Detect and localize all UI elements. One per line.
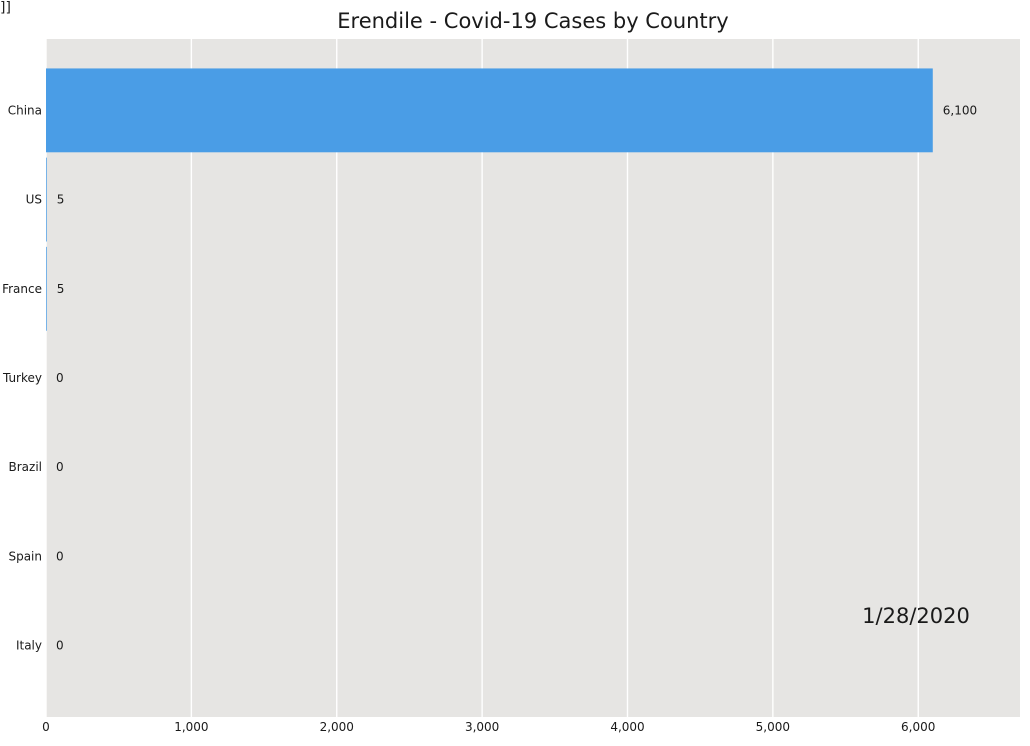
- x-tick-label-1: 1,000: [174, 720, 208, 734]
- x-tick-label-0: 0: [42, 720, 50, 734]
- value-label-italy: 0: [56, 639, 64, 653]
- x-axis-ticks: 0 1,000 2,000 3,000 4,000 5,000 6,000: [42, 720, 935, 734]
- x-tick-label-3: 3,000: [465, 720, 499, 734]
- x-tick-label-4: 4,000: [610, 720, 644, 734]
- category-label-china: China: [8, 103, 42, 117]
- value-label-turkey: 0: [56, 371, 64, 385]
- category-label-spain: Spain: [8, 549, 42, 563]
- category-label-turkey: Turkey: [2, 371, 42, 385]
- value-label-france: 5: [57, 282, 65, 296]
- x-tick-label-2: 2,000: [320, 720, 354, 734]
- x-tick-label-6: 6,000: [901, 720, 935, 734]
- category-labels: China US France Turkey Brazil Spain Italy: [2, 103, 42, 652]
- value-label-us: 5: [57, 193, 65, 207]
- bar-china: [46, 68, 933, 153]
- value-label-brazil: 0: [56, 460, 64, 474]
- bar-us: [46, 157, 47, 242]
- value-label-spain: 0: [56, 549, 64, 563]
- category-label-us: US: [26, 193, 42, 207]
- value-labels: 6,100 5 5 0 0 0 0: [56, 103, 977, 652]
- category-label-france: France: [2, 282, 42, 296]
- category-label-italy: Italy: [16, 639, 42, 653]
- x-tick-label-5: 5,000: [756, 720, 790, 734]
- bars: [46, 68, 933, 331]
- category-label-brazil: Brazil: [9, 460, 43, 474]
- chart-title: Erendile - Covid-19 Cases by Country: [337, 9, 728, 33]
- bar-france: [46, 246, 47, 331]
- date-label: 1/28/2020: [862, 604, 970, 628]
- value-label-china: 6,100: [943, 103, 977, 117]
- corner-mark: ]]: [0, 0, 11, 16]
